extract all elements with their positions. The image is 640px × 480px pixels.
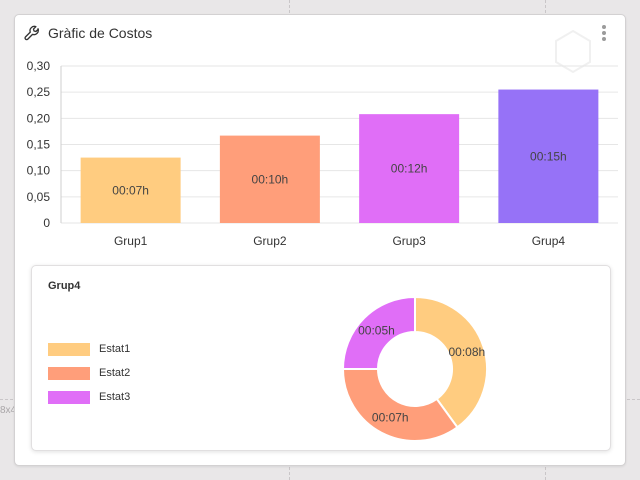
donut-chart: 00:08h 00:07h 00:05h bbox=[341, 295, 488, 442]
donut-data-label: 00:07h bbox=[372, 411, 409, 425]
y-tick-label: 0,10 bbox=[27, 164, 51, 178]
bar-data-label: 00:07h bbox=[112, 183, 149, 197]
legend-item[interactable]: Estat2 bbox=[48, 361, 130, 385]
donut-title: Grup4 bbox=[48, 280, 81, 292]
y-tick-label: 0 bbox=[43, 216, 50, 230]
bar[interactable] bbox=[498, 89, 599, 223]
bar[interactable] bbox=[359, 114, 460, 223]
legend-swatch bbox=[48, 342, 90, 356]
hexagon-icon bbox=[555, 29, 591, 74]
bar-data-label: 00:12h bbox=[391, 162, 428, 176]
x-tick-label: Grup1 bbox=[114, 234, 148, 248]
donut-data-label: 00:05h bbox=[358, 323, 395, 337]
y-tick-label: 0,05 bbox=[27, 190, 51, 204]
donut-data-label: 00:08h bbox=[448, 345, 485, 359]
x-tick-label: Grup4 bbox=[532, 234, 566, 248]
kebab-menu-icon[interactable] bbox=[599, 24, 609, 44]
y-tick-label: 0,30 bbox=[27, 59, 51, 73]
legend-item[interactable]: Estat1 bbox=[48, 337, 130, 361]
legend-label: Estat3 bbox=[99, 391, 131, 403]
y-tick-label: 0,25 bbox=[27, 85, 51, 99]
legend-label: Estat2 bbox=[99, 367, 131, 379]
chart-card: Gràfic de Costos 0 0,05 0,10 0,15 0,20 0,25 0,… bbox=[14, 14, 626, 466]
donut-slice[interactable] bbox=[341, 368, 459, 442]
bar[interactable] bbox=[80, 157, 181, 223]
x-tick-label: Grup2 bbox=[253, 234, 287, 248]
legend-swatch bbox=[48, 390, 90, 404]
wrench-icon bbox=[24, 25, 39, 41]
bar-data-label: 00:15h bbox=[530, 149, 567, 163]
y-tick-label: 0,20 bbox=[27, 111, 51, 125]
background-dimension-text: 8x4 bbox=[0, 405, 14, 416]
legend-label: Estat1 bbox=[99, 343, 131, 355]
bar-data-label: 00:10h bbox=[252, 172, 289, 186]
bar[interactable] bbox=[219, 135, 320, 223]
donut-slice[interactable] bbox=[414, 295, 488, 429]
bar-chart: 0 0,05 0,10 0,15 0,20 0,25 0,30 00:07h Grup1 00:1… bbox=[27, 59, 618, 248]
y-tick-label: 0,15 bbox=[27, 138, 51, 152]
donut-legend: Estat1 Estat2 Estat3 bbox=[48, 337, 130, 409]
card-header: Gràfic de Costos bbox=[15, 15, 625, 51]
legend-item[interactable]: Estat3 bbox=[48, 385, 130, 409]
legend-swatch bbox=[48, 366, 90, 380]
donut-card: Grup4 Estat1 Estat2 Estat3 00:08h 00:07h 00:… bbox=[31, 265, 611, 451]
card-title: Gràfic de Costos bbox=[48, 25, 153, 41]
donut-slice[interactable] bbox=[341, 295, 416, 370]
x-tick-label: Grup3 bbox=[392, 234, 426, 248]
